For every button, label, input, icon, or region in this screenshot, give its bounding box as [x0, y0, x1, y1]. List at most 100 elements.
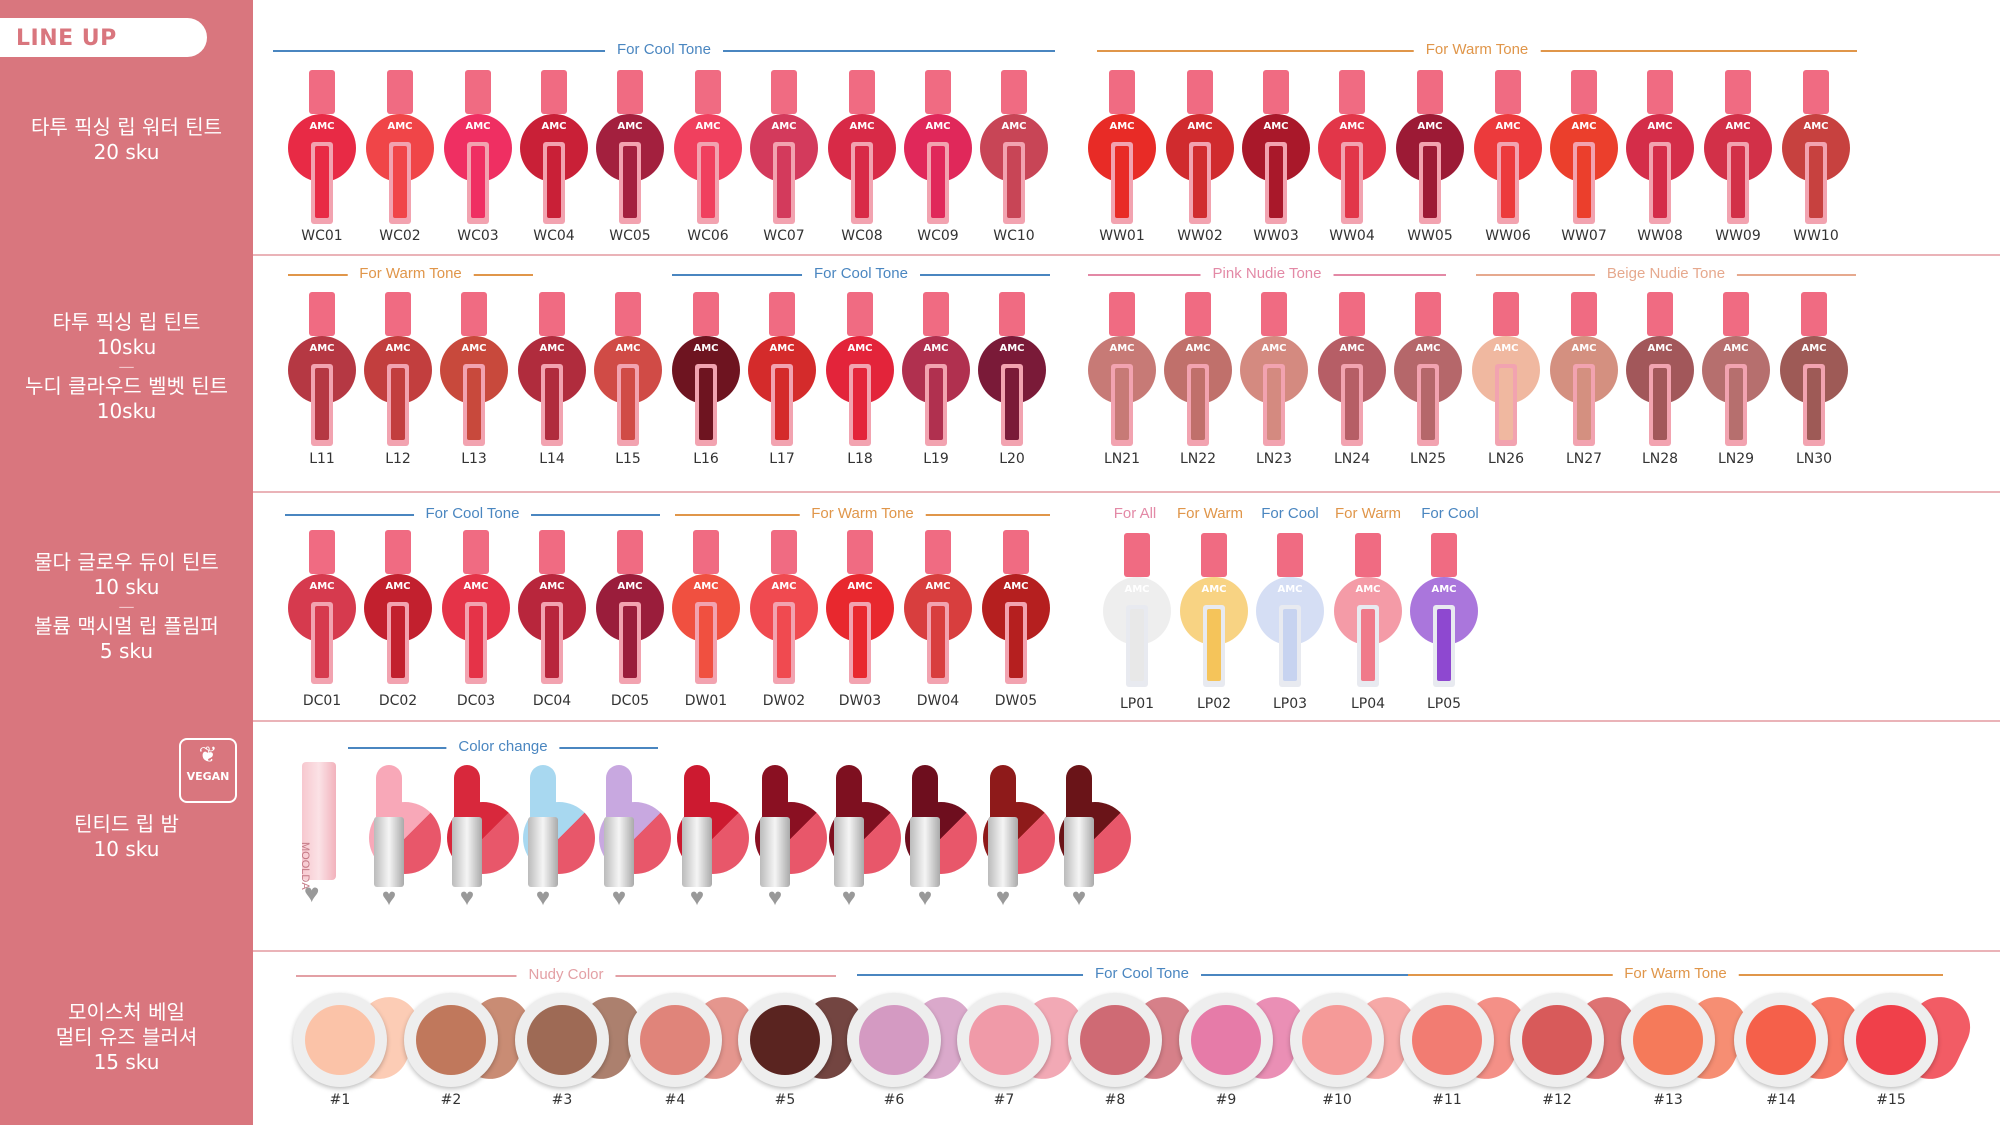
tube-cap: [1355, 533, 1381, 577]
tube-fill: [391, 606, 405, 678]
water-tint-product: AMC: [824, 70, 900, 224]
water-tint-product: AMC: [1546, 70, 1622, 224]
lip-tint-product: AMC: [436, 292, 512, 446]
shade-code: WW09: [1715, 228, 1761, 244]
tube-fill: [1193, 146, 1207, 218]
tone-group-header: For Cool Tone: [672, 264, 1050, 286]
tone-group-header: For Cool Tone: [857, 964, 1427, 986]
tube-fill: [1499, 368, 1513, 440]
brand-logo: AMC: [1001, 121, 1027, 132]
heart-icon: ♥: [535, 884, 551, 911]
shade-code: DC02: [378, 693, 418, 709]
plumper-tone-label: For All: [1113, 505, 1157, 522]
brand-logo: AMC: [1339, 121, 1365, 132]
brand-logo: AMC: [617, 581, 643, 592]
brand-logo: AMC: [1124, 584, 1150, 595]
lip-tint-product: AMC: [1776, 292, 1852, 446]
water-tint-product: AMC: [1470, 70, 1546, 224]
shade-code: WW10: [1793, 228, 1839, 244]
tube-fill: [1267, 368, 1281, 440]
lipstick-bullet: [990, 765, 1016, 820]
tone-group-label: Pink Nudie Tone: [1200, 264, 1334, 284]
lipstick-bullet: [762, 765, 788, 820]
blusher-pot: [1400, 993, 1494, 1087]
tube-cap: [1339, 292, 1365, 336]
brand-logo: AMC: [769, 343, 795, 354]
shade-code: #3: [551, 1092, 573, 1108]
lipstick-body: [374, 817, 404, 887]
tone-group-label: For Cool Tone: [1083, 964, 1201, 984]
tube-cap: [617, 70, 643, 114]
tone-group-header: For Warm Tone: [1097, 40, 1857, 62]
lip-tint-product: AMC: [1546, 292, 1622, 446]
plumper-product: AMC: [1099, 533, 1175, 687]
tube-fill: [1421, 368, 1435, 440]
shade-code: DW04: [916, 693, 960, 709]
row-label-3: 물다 글로우 듀이 틴트 10 sku — 볼륨 맥시멀 립 플림퍼 5 sku: [34, 550, 219, 663]
brand-logo: AMC: [693, 343, 719, 354]
lip-tint-product: AMC: [1468, 292, 1544, 446]
tube-fill: [1005, 368, 1019, 440]
water-tint-product: AMC: [1084, 70, 1160, 224]
blusher-pot: [628, 993, 722, 1087]
lip-tint-product: AMC: [1390, 292, 1466, 446]
blusher-pot: [957, 993, 1051, 1087]
tube-fill: [547, 146, 561, 218]
shade-code: #13: [1653, 1092, 1683, 1108]
brand-logo: AMC: [615, 343, 641, 354]
shade-code: #4: [664, 1092, 686, 1108]
brand-logo: AMC: [1493, 343, 1519, 354]
lip-tint-product: AMC: [1160, 292, 1236, 446]
tone-group-label: For Warm Tone: [1612, 964, 1739, 984]
brand-logo: AMC: [541, 121, 567, 132]
tube-cap: [1277, 533, 1303, 577]
vegan-badge: ❦ VEGAN: [179, 738, 237, 803]
tube-cap: [385, 530, 411, 574]
tube-fill: [1729, 368, 1743, 440]
tone-group-label: Color change: [446, 737, 560, 757]
plumper-product: AMC: [1252, 533, 1328, 687]
balm-tube: MOOLDA: [299, 762, 336, 890]
heart-icon: ♥: [767, 884, 783, 911]
blusher-pot: [404, 993, 498, 1087]
water-tint-product: AMC: [976, 70, 1052, 224]
water-tint-product: AMC: [900, 70, 976, 224]
lipstick-body: [760, 817, 790, 887]
tube-cap: [847, 530, 873, 574]
brand-logo: AMC: [1109, 343, 1135, 354]
tube-fill: [1115, 146, 1129, 218]
tube-cap: [1261, 292, 1287, 336]
shade-code: LP02: [1196, 696, 1232, 712]
shade-code: WW08: [1637, 228, 1683, 244]
brand-logo: AMC: [1187, 121, 1213, 132]
tube-cap: [925, 530, 951, 574]
leaf-icon: ❦: [198, 742, 218, 767]
row-label-1: 타투 픽싱 립 워터 틴트 20 sku: [30, 115, 223, 164]
blusher-pot: [847, 993, 941, 1087]
row-divider: [253, 720, 2000, 722]
shade-code: WW03: [1253, 228, 1299, 244]
tube-fill: [1191, 368, 1205, 440]
tube-fill: [469, 606, 483, 678]
shade-code: LN27: [1565, 451, 1603, 467]
tube-fill: [853, 368, 867, 440]
dewy-tint-product: AMC: [746, 530, 822, 684]
tube-cap: [617, 530, 643, 574]
shade-code: WW01: [1099, 228, 1145, 244]
shade-code: #2: [440, 1092, 462, 1108]
blusher-pot: [1734, 993, 1828, 1087]
shade-code: WC04: [533, 228, 575, 244]
lip-tint-product: AMC: [1622, 292, 1698, 446]
shade-code: DC05: [610, 693, 650, 709]
tube-cap: [539, 530, 565, 574]
tone-group-label: For Cool Tone: [802, 264, 920, 284]
lipstick-body: [910, 817, 940, 887]
tone-group-label: For Cool Tone: [605, 40, 723, 60]
shade-code: WC09: [917, 228, 959, 244]
tube-cap: [1803, 70, 1829, 114]
tube-fill: [1007, 146, 1021, 218]
tone-group-header: Color change: [348, 737, 658, 759]
dewy-tint-product: AMC: [978, 530, 1054, 684]
dewy-tint-product: AMC: [900, 530, 976, 684]
shade-code: DC01: [302, 693, 342, 709]
